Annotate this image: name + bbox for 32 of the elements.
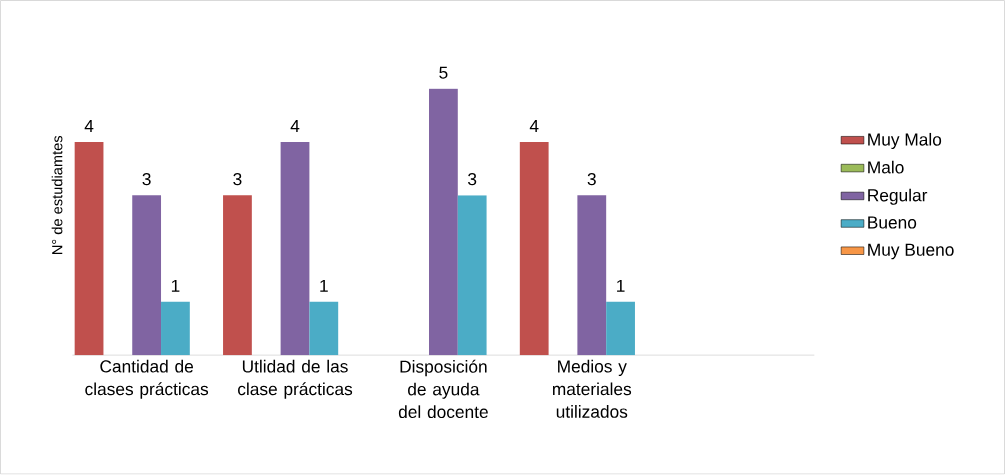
- data-label: 4: [529, 120, 539, 133]
- data-label: 3: [142, 173, 151, 186]
- bar: [577, 195, 607, 356]
- y-axis-title: N° de estudiamtes: [51, 136, 63, 255]
- bar: [309, 302, 339, 356]
- x-tick-label: Cantidad de clases prácticas: [85, 360, 209, 399]
- x-tick-label: Medios y materiales utilizados: [552, 360, 632, 419]
- x-tick-label: Disposición de ayuda del docente: [398, 360, 488, 419]
- data-label: 3: [468, 173, 477, 186]
- data-label: 3: [233, 173, 242, 186]
- bar: [223, 195, 252, 356]
- data-label: 5: [439, 66, 448, 79]
- data-label: 1: [320, 280, 328, 293]
- legend-label: Muy Bueno: [868, 244, 954, 260]
- bar: [74, 142, 104, 356]
- bar: [161, 302, 190, 356]
- legend-label: Muy Malo: [868, 133, 942, 150]
- data-label: 4: [84, 120, 94, 133]
- bar: [457, 195, 487, 356]
- data-label: 1: [617, 280, 625, 293]
- x-tick-label: Utlidad de las clase prácticas: [238, 360, 353, 399]
- legend-label: Regular: [868, 188, 928, 206]
- bar: [606, 302, 635, 356]
- bar: [429, 88, 458, 356]
- legend-label: Bueno: [868, 216, 917, 229]
- bar: [132, 195, 162, 356]
- bar: [280, 142, 310, 356]
- bar: [519, 142, 549, 356]
- data-label: 3: [587, 173, 596, 186]
- data-label: 4: [290, 120, 300, 133]
- legend-label: Malo: [868, 161, 904, 174]
- data-label: 1: [171, 280, 180, 293]
